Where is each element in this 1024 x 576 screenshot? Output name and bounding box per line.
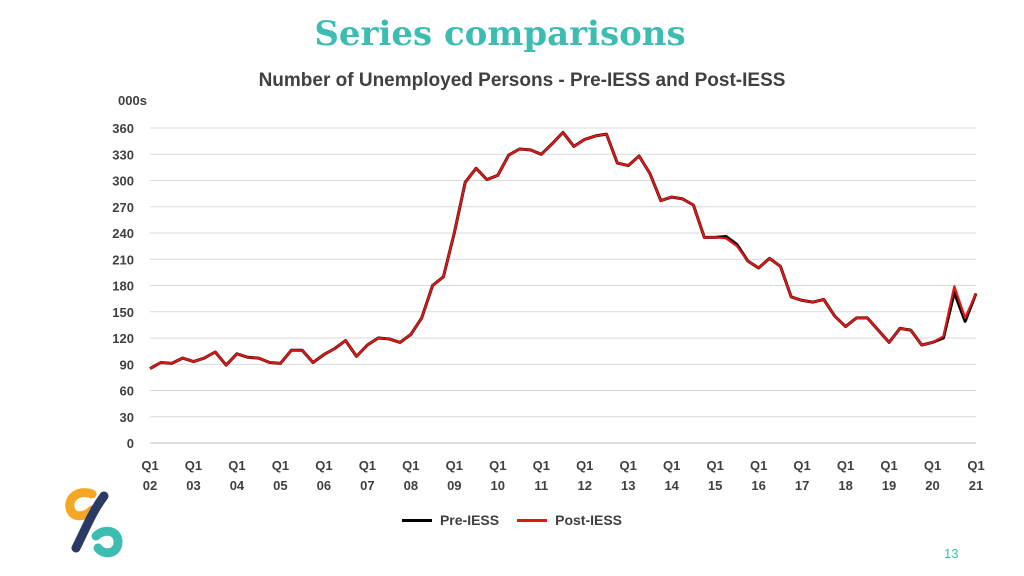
series-lines <box>149 130 978 370</box>
x-tick-label-year: 07 <box>360 478 374 493</box>
x-tick-label-quarter: Q1 <box>967 458 984 473</box>
y-tick-label: 150 <box>112 305 134 320</box>
x-tick-label-quarter: Q1 <box>228 458 245 473</box>
y-tick-label: 120 <box>112 331 134 346</box>
x-tick-label-year: 10 <box>491 478 505 493</box>
x-tick-label-quarter: Q1 <box>141 458 158 473</box>
x-tick-label-year: 02 <box>143 478 157 493</box>
x-tick-label-year: 15 <box>708 478 722 493</box>
slide-title: Series comparisons <box>314 14 686 54</box>
x-tick-label-quarter: Q1 <box>706 458 723 473</box>
x-tick-label-quarter: Q1 <box>315 458 332 473</box>
x-tick-label-year: 17 <box>795 478 809 493</box>
legend-label-pre-iess: Pre-IESS <box>439 512 500 528</box>
y-tick-label: 270 <box>112 200 134 215</box>
x-tick-label-quarter: Q1 <box>185 458 202 473</box>
legend-swatch-pre-iess <box>401 518 432 522</box>
x-tick-label-year: 12 <box>578 478 592 493</box>
y-tick-label: 240 <box>112 226 134 241</box>
chart-title: Number of Unemployed Persons - Pre-IESS … <box>258 70 786 91</box>
y-tick-label: 330 <box>112 147 134 162</box>
x-tick-label-year: 09 <box>447 478 461 493</box>
x-tick-label-quarter: Q1 <box>793 458 810 473</box>
infinity-link-logo <box>65 488 123 558</box>
x-tick-label-quarter: Q1 <box>663 458 680 473</box>
x-tick-label-quarter: Q1 <box>402 458 419 473</box>
x-tick-label-year: 06 <box>317 478 331 493</box>
grid-lines <box>150 127 976 444</box>
x-tick-label-year: 03 <box>186 478 200 493</box>
x-tick-label-year: 18 <box>838 478 852 493</box>
x-tick-label-year: 11 <box>534 478 548 493</box>
x-tick-label-quarter: Q1 <box>272 458 289 473</box>
chart-legend: Pre-IESS Post-IESS <box>0 512 1024 528</box>
x-tick-label-quarter: Q1 <box>880 458 897 473</box>
legend-swatch-post-iess <box>517 518 548 522</box>
x-tick-label-year: 20 <box>925 478 939 493</box>
legend-item-post-iess: Post-IESS <box>517 512 622 528</box>
x-tick-label-year: 04 <box>230 478 245 493</box>
series-line-post-iess <box>149 131 978 370</box>
y-axis-ticks: 0 30 60 90 120 150 180 210 240 270 300 330 360 <box>112 121 134 451</box>
legend-item-pre-iess: Pre-IESS <box>401 512 500 528</box>
y-tick-label: 300 <box>112 174 134 189</box>
y-tick-label: 360 <box>112 121 134 136</box>
x-tick-label-quarter: Q1 <box>924 458 941 473</box>
y-tick-label: 30 <box>120 410 134 425</box>
x-tick-label-year: 05 <box>273 478 287 493</box>
x-tick-label-quarter: Q1 <box>620 458 637 473</box>
x-tick-label-year: 16 <box>751 478 765 493</box>
y-tick-label: 0 <box>127 436 134 451</box>
y-tick-label: 180 <box>112 279 134 294</box>
y-axis-unit-label: 000s <box>118 93 147 108</box>
legend-label-post-iess: Post-IESS <box>555 512 623 528</box>
x-tick-label-quarter: Q1 <box>446 458 463 473</box>
x-tick-label-year: 21 <box>969 478 983 493</box>
x-tick-label-year: 08 <box>404 478 418 493</box>
y-tick-label: 90 <box>120 357 134 372</box>
x-tick-label-quarter: Q1 <box>576 458 593 473</box>
x-tick-label-quarter: Q1 <box>750 458 767 473</box>
x-tick-label-year: 19 <box>882 478 896 493</box>
y-tick-label: 210 <box>112 252 134 267</box>
x-axis-ticks: Q1 02 Q1 03 Q1 04 Q1 05 Q1 06 Q1 07 Q1 08 Q1 09 Q1 10 Q1 11… <box>141 458 984 493</box>
x-tick-label-quarter: Q1 <box>533 458 550 473</box>
x-tick-label-quarter: Q1 <box>359 458 376 473</box>
y-tick-label: 60 <box>120 384 134 399</box>
page-number: 13 <box>944 546 959 561</box>
x-tick-label-quarter: Q1 <box>489 458 506 473</box>
x-tick-label-year: 14 <box>664 478 679 493</box>
x-tick-label-year: 13 <box>621 478 635 493</box>
x-tick-label-quarter: Q1 <box>837 458 854 473</box>
series-line-pre-iess <box>149 130 978 370</box>
